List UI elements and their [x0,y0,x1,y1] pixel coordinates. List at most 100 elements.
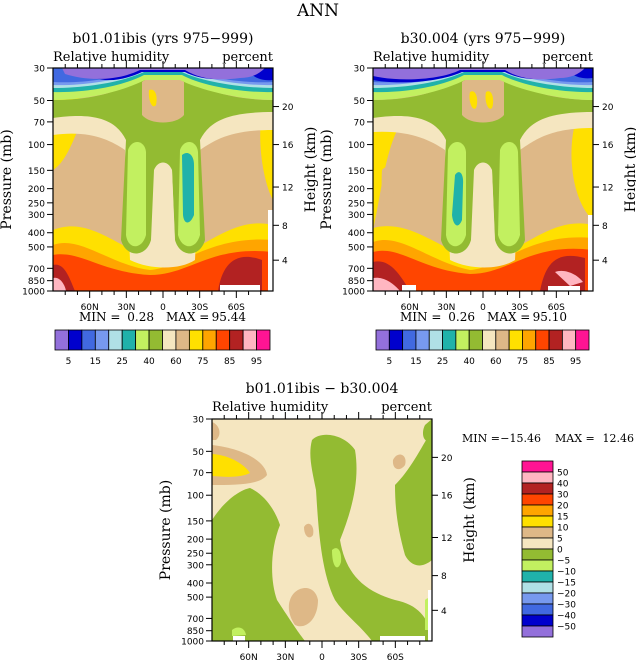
colorbar-label: 50 [557,469,569,479]
colorbar-swatch [521,548,554,561]
colorbar-swatch [482,329,497,351]
stats-min-label: MIN = [400,310,441,324]
stats-min-label: MIN = [462,432,500,445]
colorbar-swatch [388,329,404,351]
y-tick-label: 850 [187,627,204,637]
panel-case1: b01.01ibis (yrs 975−999) Relative humidi… [0,31,319,367]
colorbar-label: 15 [557,513,568,523]
y-tick-label: 150 [187,517,204,527]
y-tick-label: 400 [187,579,204,589]
x-tick-label: 30S [511,303,528,313]
colorbar-label: 40 [557,480,569,490]
x-tick-label: 30N [117,303,135,313]
y-tick-label: 100 [348,141,365,151]
contour-field [53,68,273,291]
panel-title: b01.01ibis − b30.004 [246,381,399,397]
colorbar-swatch [375,329,390,351]
colorbar-swatch [535,329,550,351]
x-tick-label: 60S [548,303,565,313]
colorbar-label: 95 [570,357,581,367]
colorbar-swatch [121,329,137,351]
y-axis-label: Pressure (mb) [158,480,174,580]
colorbar-label: 15 [410,357,421,367]
y-tick-label: 70 [34,118,46,128]
y-tick-label: 1000 [22,288,45,298]
colorbar-label: 15 [90,357,101,367]
colorbar-swatch [468,329,483,351]
stats-max-value: 12.46 [603,432,635,445]
variable-label: Relative humidity [53,50,170,65]
colorbar-swatch [521,603,554,616]
colorbar-label: 40 [143,357,155,367]
panel-diff: b01.01ibis − b30.004 Relative humidity p… [158,381,634,660]
colorbar-label: −10 [557,568,576,578]
x-tick-label: 60S [387,653,404,660]
y-tick-label: 400 [28,229,45,239]
colorbar-swatch [521,537,554,550]
colorbar-swatch [521,482,554,495]
colorbar-swatch [495,329,510,351]
colorbar-label: −50 [557,623,576,633]
y-tick-label: 200 [187,536,204,546]
height-tick-label: 8 [602,222,608,232]
units-label: percent [542,50,594,65]
y-tick-label: 850 [348,277,365,287]
x-tick-label: 30N [437,303,455,313]
height-tick-label: 20 [282,103,294,113]
y-tick-label: 250 [348,199,365,209]
height-tick-label: 12 [602,184,613,194]
colorbar-swatch [242,329,257,351]
colorbar-swatch [561,329,577,351]
colorbar-label: −5 [557,557,570,567]
colorbar-swatch [202,329,217,351]
stats-min-label: MIN = [79,310,120,324]
stats-max-label: MAX = [166,310,209,324]
colorbar-label: 25 [437,357,448,367]
y-tick-label: 300 [187,561,204,571]
colorbar-label: −40 [557,612,576,622]
colorbar-swatch [521,460,554,473]
y-tick-label: 50 [354,97,366,107]
colorbar-swatch [108,329,123,351]
colorbar-swatch [68,329,83,351]
colorbar-label: −30 [557,601,576,611]
x-tick-label: 0 [160,303,166,313]
x-tick-label: 30N [276,653,294,660]
y-tick-label: 1000 [181,638,204,648]
colorbar-label: 5 [66,357,72,367]
colorbar-label: 20 [557,502,569,512]
colorbar-swatch [548,329,563,351]
y-tick-label: 70 [354,118,366,128]
height-tick-label: 16 [282,141,294,151]
colorbar-swatch [148,329,163,351]
colorbar-swatch [521,526,554,539]
colorbar-swatch [229,329,244,351]
colorbar-label: 60 [170,357,182,367]
height-tick-label: 4 [441,607,447,617]
x-tick-label: 30S [350,653,367,660]
y-tick-label: 30 [193,416,205,426]
units-label: percent [381,400,433,415]
colorbar-swatch [521,570,554,583]
y-tick-label: 50 [34,97,46,107]
y-tick-label: 700 [28,265,45,275]
colorbar-swatch [521,625,554,638]
colorbar-swatch [135,329,150,351]
x-tick-label: 0 [319,653,325,660]
contour-field [212,419,432,641]
colorbar-swatch [442,329,457,351]
y-tick-label: 1000 [342,288,365,298]
panel-case2: b30.004 (yrs 975−999) Relative humidity … [319,31,636,367]
y-tick-label: 700 [187,615,204,625]
y-tick-label: 30 [354,65,366,75]
colorbar-swatch [521,559,554,572]
y-right-axis-label: Height (km) [462,477,478,563]
y-tick-label: 100 [28,141,45,151]
colorbar-swatch [521,581,554,594]
variable-label: Relative humidity [212,400,329,415]
height-tick-label: 8 [441,572,447,582]
x-tick-label: 0 [480,303,486,313]
stats-max-value: 95.44 [212,310,247,324]
variable-label: Relative humidity [373,50,490,65]
colorbar-label: 5 [386,357,392,367]
